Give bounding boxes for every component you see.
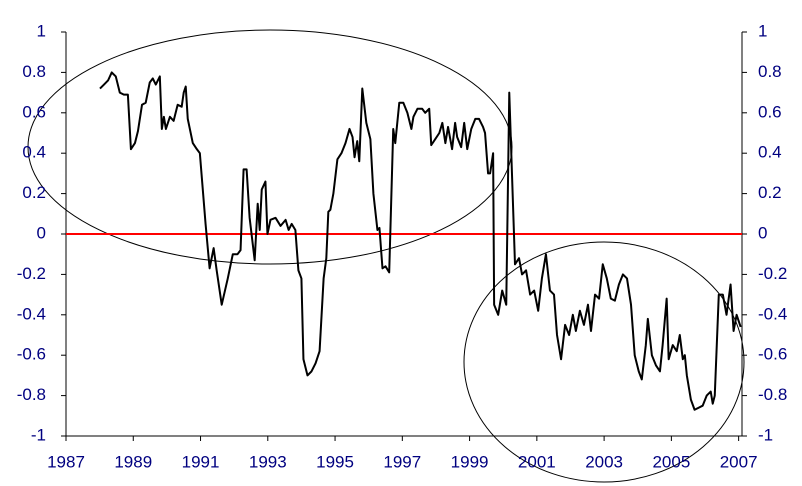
y-tick-label: 0.4 [22, 143, 46, 162]
x-tick-label: 1999 [451, 452, 489, 471]
highlight-ellipse [27, 29, 513, 265]
y2-tick-label: -0.2 [758, 264, 787, 283]
x-tick-label: 2001 [518, 452, 556, 471]
y2-tick-label: 1 [758, 21, 767, 40]
x-tick-label: 1995 [316, 452, 354, 471]
x-tick-label: 1997 [383, 452, 421, 471]
x-tick-label: 1993 [249, 452, 287, 471]
y2-tick-label: 0.2 [758, 183, 782, 202]
y2-tick-label: -0.8 [758, 385, 787, 404]
y-tick-label: 0.6 [22, 102, 46, 121]
data-line [99, 71, 742, 411]
y-tick-label: 0.2 [22, 183, 46, 202]
y-tick-label: 1 [37, 21, 46, 40]
y2-tick-label: 0.6 [758, 102, 782, 121]
y2-tick-label: -0.4 [758, 304, 787, 323]
y-tick-label: -0.8 [17, 385, 46, 404]
x-tick-label: 1991 [182, 452, 220, 471]
y-tick-label: 0.8 [22, 62, 46, 81]
x-tick-label: 1989 [114, 452, 152, 471]
x-tick-label: 2005 [652, 452, 690, 471]
y-tick-label: -0.6 [17, 345, 46, 364]
y2-tick-label: 0 [758, 223, 767, 242]
x-tick-label: 2007 [720, 452, 758, 471]
y2-tick-label: 0.8 [758, 62, 782, 81]
y2-tick-label: 0.4 [758, 143, 782, 162]
y2-tick-label: -1 [758, 425, 773, 444]
x-tick-label: 1987 [47, 452, 85, 471]
y-tick-label: -1 [31, 425, 46, 444]
y-tick-label: -0.2 [17, 264, 46, 283]
x-tick-label: 2003 [585, 452, 623, 471]
y-tick-label: -0.4 [17, 304, 46, 323]
y-tick-label: 0 [37, 223, 46, 242]
y2-tick-label: -0.6 [758, 345, 787, 364]
highlight-ellipse [463, 241, 745, 483]
